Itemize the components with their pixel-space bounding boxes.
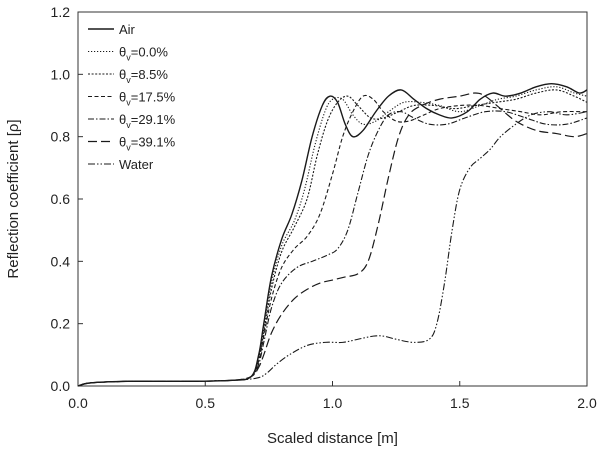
x-axis-title: Scaled distance [m] xyxy=(267,430,398,447)
legend-entry: θv=0.0% xyxy=(119,45,168,63)
legend-label-subscript: v xyxy=(126,120,131,130)
legend: Airθv=0.0%θv=8.5%θv=17.5%θv=29.1%θv=39.1… xyxy=(88,22,176,172)
legend-label-main: θ xyxy=(119,90,126,105)
legend-label-rest: =0.0% xyxy=(131,45,169,60)
series-line-5 xyxy=(77,110,588,387)
legend-label-rest: =17.5% xyxy=(131,90,176,105)
series-line-7 xyxy=(77,111,588,387)
x-tick-label: 0.5 xyxy=(196,395,216,411)
legend-label-rest: =39.1% xyxy=(131,135,176,150)
legend-label-main: Air xyxy=(119,22,136,37)
y-tick-label: 0.0 xyxy=(51,378,71,394)
legend-entry: Air xyxy=(119,22,136,37)
legend-label-rest: =8.5% xyxy=(131,67,169,82)
legend-entry: Water xyxy=(119,157,154,172)
legend-label-main: Water xyxy=(119,157,154,172)
y-axis-title: Reflection coefficient [ρ] xyxy=(5,119,22,278)
legend-entry: θv=17.5% xyxy=(119,90,176,108)
legend-entry: θv=39.1% xyxy=(119,135,176,153)
legend-label-subscript: v xyxy=(126,75,131,85)
legend-label-rest: =29.1% xyxy=(131,112,176,127)
y-tick-label: 0.4 xyxy=(51,253,71,269)
legend-label-main: θ xyxy=(119,112,126,127)
legend-label-main: θ xyxy=(119,135,126,150)
legend-entry: θv=29.1% xyxy=(119,112,176,130)
y-tick-label: 0.2 xyxy=(51,316,71,332)
series-layer xyxy=(77,82,588,387)
x-tick-label: 0.0 xyxy=(68,395,88,411)
x-tick-label: 2.0 xyxy=(577,395,597,411)
series-line-6 xyxy=(77,92,588,387)
legend-label-subscript: v xyxy=(126,98,131,108)
y-tick-label: 0.6 xyxy=(51,191,71,207)
y-tick-label: 0.8 xyxy=(51,129,71,145)
legend-label-subscript: v xyxy=(126,53,131,63)
series-line-1 xyxy=(77,82,588,387)
x-tick-label: 1.5 xyxy=(450,395,470,411)
y-tick-label: 1.2 xyxy=(51,4,71,20)
series-line-2 xyxy=(77,86,588,387)
x-tick-label: 1.0 xyxy=(323,395,343,411)
legend-entry: θv=8.5% xyxy=(119,67,168,85)
axes: 0.0 0.5 1.0 1.5 2.0 0.0 0.2 0.4 0.6 0.8 1.0 1.2 xyxy=(51,4,597,411)
legend-label-main: θ xyxy=(119,45,126,60)
legend-label-main: θ xyxy=(119,67,126,82)
legend-label-subscript: v xyxy=(126,143,131,153)
y-tick-label: 1.0 xyxy=(51,66,71,82)
